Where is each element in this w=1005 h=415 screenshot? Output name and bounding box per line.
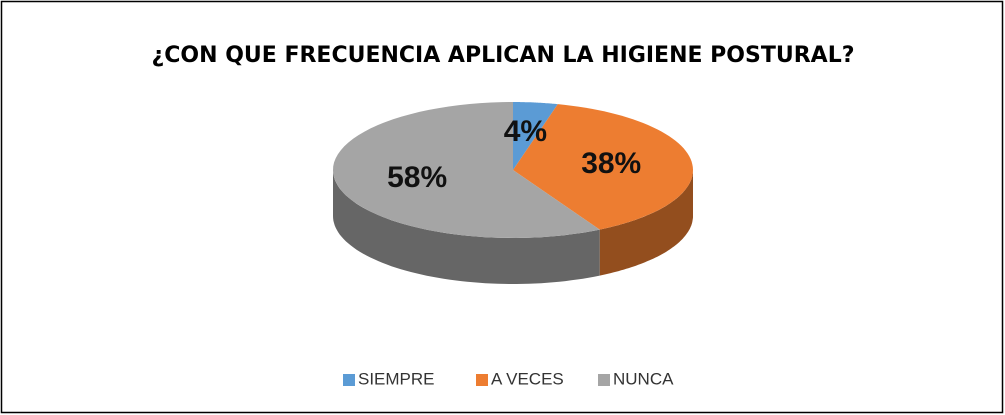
legend-swatch <box>598 374 610 386</box>
legend-label: NUNCA <box>613 369 674 388</box>
legend-swatch <box>343 374 355 386</box>
slice <box>513 102 558 170</box>
chart-title: ¿CON QUE FRECUENCIA APLICAN LA HIGIENE P… <box>152 43 855 68</box>
data-label: 4% <box>504 115 547 148</box>
legend-label: SIEMPRE <box>358 369 435 388</box>
legend-swatch <box>476 374 488 386</box>
slice-side <box>333 170 600 284</box>
legend-label: A VECES <box>491 369 564 388</box>
slice <box>513 104 693 230</box>
slice-side <box>599 170 693 276</box>
data-label: 58% <box>387 161 447 194</box>
data-label: 38% <box>581 147 641 180</box>
slice <box>333 102 600 238</box>
